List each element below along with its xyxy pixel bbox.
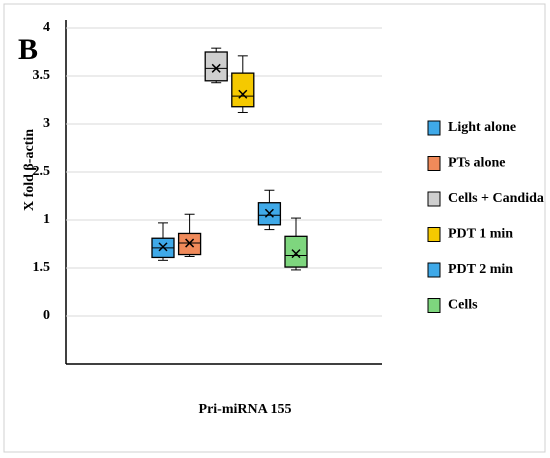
mean-marker (264, 208, 274, 218)
y-tick-label: 3 (43, 116, 50, 131)
mean-marker (238, 89, 248, 99)
y-tick-label: 3.5 (33, 68, 51, 83)
frame (3, 3, 546, 453)
mean-marker (158, 242, 168, 252)
legend-swatch (427, 262, 441, 278)
legend-label: Cells + Candida (448, 191, 544, 206)
box (231, 72, 255, 108)
legend-swatch (427, 298, 441, 313)
y-tick-label: 4 (43, 20, 50, 35)
legend-label: PTs alone (448, 156, 505, 171)
legend-label: PDT 1 min (448, 227, 513, 242)
mean-marker (291, 249, 301, 259)
legend-swatch (427, 156, 441, 171)
y-axis-label: X fold β-actin (22, 129, 37, 211)
box (284, 235, 308, 268)
legend-label: PDT 2 min (448, 262, 513, 277)
y-tick-label: 1.5 (33, 260, 51, 275)
legend-label: Light alone (448, 120, 516, 135)
x-axis-label: Pri-miRNA 155 (199, 402, 292, 417)
mean-marker (185, 238, 195, 248)
panel-label: B (18, 33, 38, 66)
legend-swatch (427, 227, 441, 242)
legend-swatch (427, 191, 441, 207)
box (204, 51, 228, 82)
legend-label: Cells (448, 298, 478, 313)
y-tick-label: 0 (43, 308, 50, 323)
y-tick-label: 1 (43, 212, 50, 227)
mean-marker (211, 63, 221, 73)
legend-swatch (427, 120, 441, 136)
y-tick-label: 2.5 (33, 164, 51, 179)
